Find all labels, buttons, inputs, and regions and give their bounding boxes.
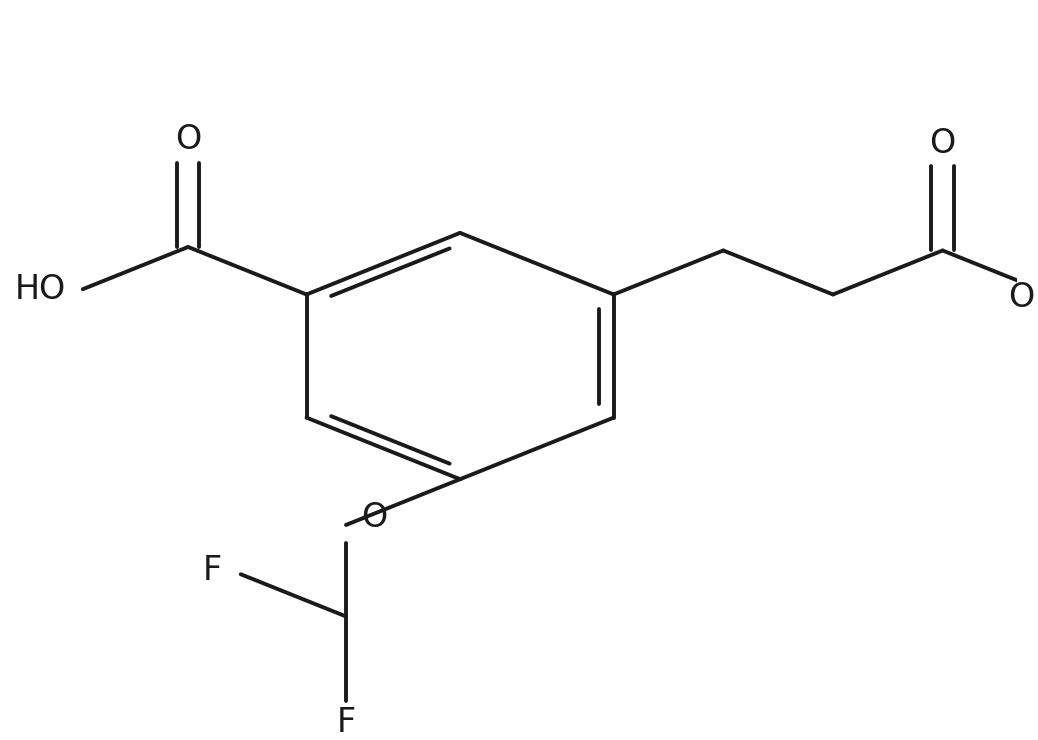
Text: O: O: [929, 127, 956, 160]
Text: O: O: [175, 124, 201, 156]
Text: F: F: [336, 705, 356, 739]
Text: HO: HO: [15, 273, 65, 306]
Text: O: O: [361, 502, 387, 534]
Text: F: F: [202, 554, 222, 588]
Text: O: O: [1009, 281, 1035, 314]
